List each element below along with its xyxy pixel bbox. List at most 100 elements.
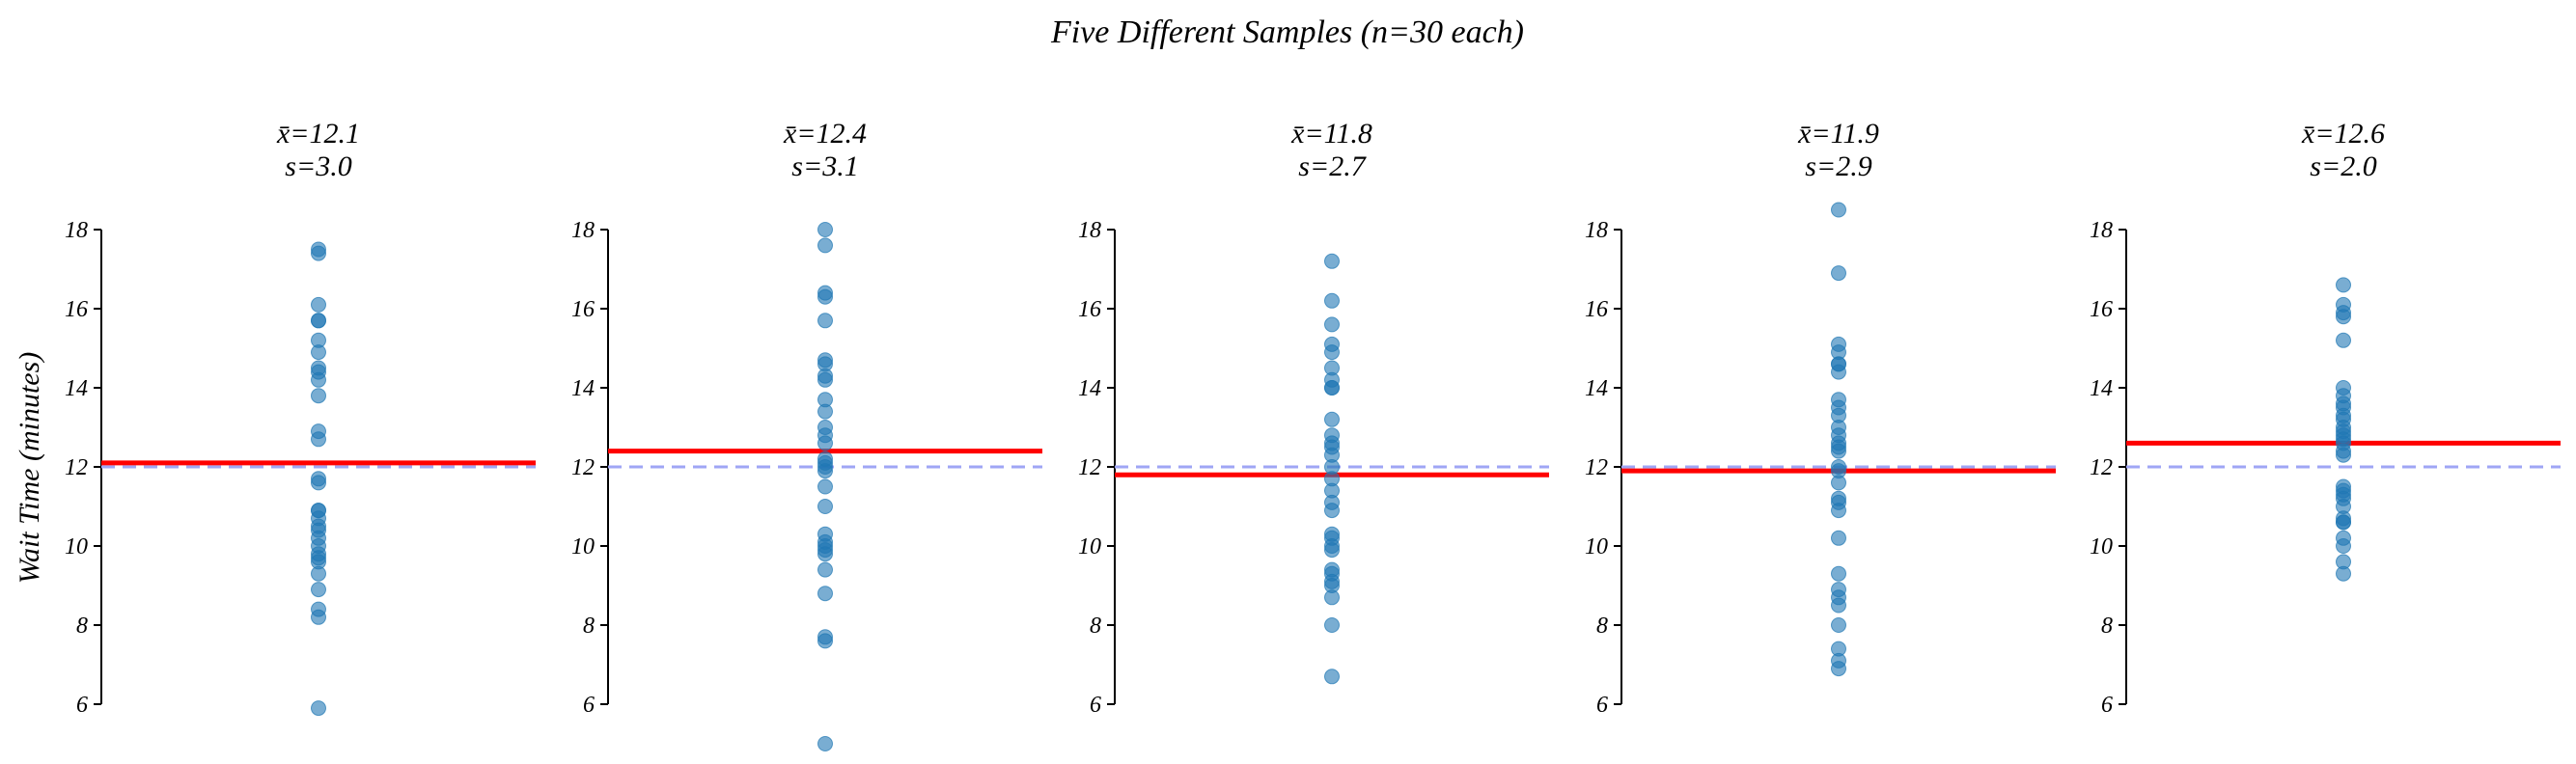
figure-title: Five Different Samples (n=30 each) <box>1050 14 1524 50</box>
data-point <box>1831 597 1846 614</box>
data-point <box>2336 538 2351 554</box>
data-point <box>311 431 326 448</box>
data-point <box>311 609 326 625</box>
data-point <box>1831 356 1846 372</box>
data-point <box>1324 589 1340 606</box>
data-point <box>1324 253 1340 269</box>
y-tick-label: 10 <box>65 534 88 559</box>
data-point <box>817 736 833 751</box>
y-tick-label: 16 <box>1585 297 1608 322</box>
panels: x̄=12.1s=3.0 6 8 10 12 14 16 18 x̄=12.4s=3.1 6 8 10… <box>65 118 2561 751</box>
data-point <box>1831 475 1846 491</box>
y-tick-label: 12 <box>2090 455 2113 480</box>
data-point <box>817 435 833 451</box>
data-point <box>311 388 326 404</box>
data-point <box>311 475 326 491</box>
data-point <box>2336 490 2351 506</box>
data-point <box>817 478 833 495</box>
data-point <box>311 582 326 598</box>
data-point <box>1324 503 1340 519</box>
data-point <box>1831 565 1846 582</box>
data-point <box>2336 332 2351 348</box>
y-tick-label: 12 <box>65 455 88 480</box>
panel-title-mean: x̄=12.1 <box>276 118 360 150</box>
y-tick-label: 14 <box>571 376 595 401</box>
data-point <box>311 700 326 717</box>
data-point <box>1831 661 1846 677</box>
data-point <box>311 364 326 380</box>
data-point <box>2336 514 2351 531</box>
data-point <box>311 522 326 538</box>
data-point <box>2336 396 2351 412</box>
y-tick-label: 12 <box>571 455 595 480</box>
data-point <box>311 565 326 582</box>
y-tick-label: 12 <box>1585 455 1608 480</box>
data-point <box>1324 617 1340 633</box>
data-point <box>311 245 326 261</box>
data-point <box>1324 344 1340 361</box>
data-point <box>817 499 833 514</box>
y-tick-label: 16 <box>571 297 595 322</box>
data-point <box>817 313 833 329</box>
panel-2: x̄=12.4s=3.1 6 8 10 12 14 16 18 <box>571 118 1042 751</box>
y-tick-label: 10 <box>1585 534 1608 559</box>
data-point <box>1831 530 1846 546</box>
data-point <box>817 533 833 550</box>
y-tick-label: 6 <box>1596 693 1608 718</box>
y-tick-label: 10 <box>2090 534 2113 559</box>
panel-title-mean: x̄=11.9 <box>1797 118 1879 150</box>
y-tick-label: 16 <box>65 297 88 322</box>
panel-5: x̄=12.6s=2.0 6 8 10 12 14 16 18 <box>2090 118 2561 718</box>
data-point <box>817 403 833 420</box>
data-point <box>1324 292 1340 309</box>
y-tick-label: 8 <box>1596 614 1608 639</box>
panel-title-mean: x̄=11.8 <box>1290 118 1372 150</box>
y-tick-label: 6 <box>1090 693 1101 718</box>
y-tick-label: 16 <box>1078 297 1101 322</box>
panel-4: x̄=11.9s=2.9 6 8 10 12 14 16 18 <box>1585 118 2056 718</box>
data-point <box>311 313 326 329</box>
data-point <box>1831 202 1846 218</box>
data-point <box>1324 371 1340 388</box>
data-point <box>1831 435 1846 451</box>
data-point <box>817 371 833 388</box>
data-point <box>1324 542 1340 559</box>
data-point <box>1831 503 1846 519</box>
y-axis-label: Wait Time (minutes) <box>14 352 45 585</box>
data-point <box>817 586 833 602</box>
data-point <box>2336 420 2351 435</box>
y-tick-label: 6 <box>76 693 88 718</box>
y-tick-label: 8 <box>1090 614 1101 639</box>
y-tick-label: 8 <box>2101 614 2113 639</box>
y-tick-label: 18 <box>2090 218 2113 243</box>
y-tick-label: 14 <box>65 376 88 401</box>
panel-1: x̄=12.1s=3.0 6 8 10 12 14 16 18 <box>65 118 536 718</box>
y-tick-label: 18 <box>1585 218 1608 243</box>
y-tick-label: 14 <box>1585 376 1608 401</box>
y-tick-label: 10 <box>1078 534 1101 559</box>
y-tick-label: 8 <box>583 614 595 639</box>
panel-title-mean: x̄=12.4 <box>783 118 867 150</box>
data-point <box>1324 316 1340 333</box>
y-tick-label: 10 <box>571 534 595 559</box>
data-point <box>817 450 833 467</box>
data-point <box>1324 411 1340 427</box>
y-tick-label: 16 <box>2090 297 2113 322</box>
y-tick-label: 8 <box>76 614 88 639</box>
data-point <box>311 296 326 313</box>
panel-title-sd: s=2.7 <box>1298 150 1367 182</box>
data-point <box>2336 277 2351 293</box>
data-point <box>817 561 833 578</box>
y-tick-label: 18 <box>65 218 88 243</box>
panel-title-sd: s=3.1 <box>791 150 858 182</box>
data-point <box>1831 617 1846 633</box>
y-tick-label: 12 <box>1078 455 1101 480</box>
panel-title-mean: x̄=12.6 <box>2301 118 2385 150</box>
data-point <box>2336 309 2351 325</box>
y-tick-label: 6 <box>2101 693 2113 718</box>
y-tick-label: 14 <box>1078 376 1101 401</box>
data-point <box>2336 565 2351 582</box>
data-point <box>817 237 833 254</box>
data-point <box>1831 265 1846 282</box>
